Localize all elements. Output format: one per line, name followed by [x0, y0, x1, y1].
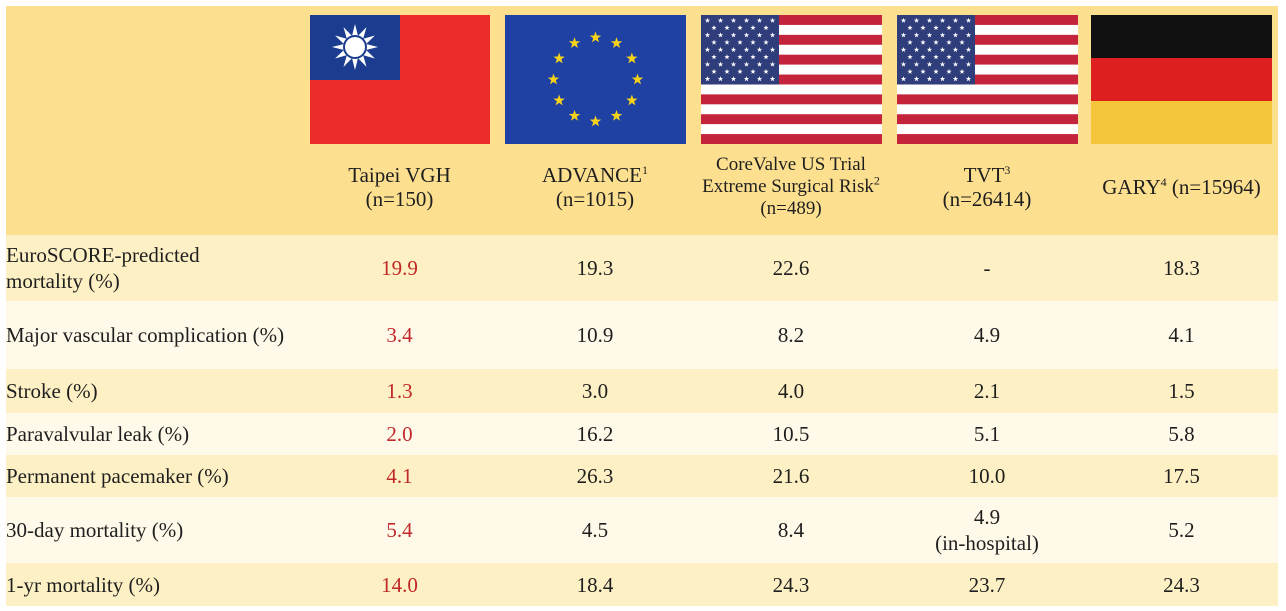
cell-value: 8.4	[693, 497, 889, 563]
us-flag-icon	[896, 15, 1078, 144]
eu-star-icon	[589, 115, 601, 127]
table-row: Major vascular complication (%) 3.4 10.9…	[6, 301, 1278, 369]
column-header-gary: GARY4 (n=15964)	[1085, 6, 1278, 235]
cell-value: 4.1	[302, 455, 497, 497]
table-row: 30-day mortality (%) 5.4 4.5 8.4 4.9 (in…	[6, 497, 1278, 563]
cell-value: 1.3	[302, 369, 497, 413]
eu-star-icon	[610, 109, 622, 121]
eu-star-icon	[568, 37, 580, 48]
study-n: (n=15964)	[1171, 175, 1261, 199]
germany-flag-icon	[1091, 15, 1272, 144]
cell-value: 24.3	[693, 563, 889, 606]
study-n: (n=150)	[365, 187, 434, 211]
column-header-taipei-vgh: Taipei VGH (n=150)	[302, 6, 497, 235]
table-row: Paravalvular leak (%) 2.0 16.2 10.5 5.1 …	[6, 413, 1278, 455]
row-label: Stroke (%)	[6, 369, 302, 413]
table-row: Stroke (%) 1.3 3.0 4.0 2.1 1.5	[6, 369, 1278, 413]
footnote-marker: 4	[1160, 175, 1167, 189]
footnote-marker: 2	[873, 173, 880, 188]
cell-value: 5.2	[1085, 497, 1278, 563]
cell-value: 10.0	[889, 455, 1085, 497]
study-n: (n=489)	[760, 198, 822, 219]
cell-value: 21.6	[693, 455, 889, 497]
table-row: 1-yr mortality (%) 14.0 18.4 24.3 23.7 2…	[6, 563, 1278, 606]
row-label: 1-yr mortality (%)	[6, 563, 302, 606]
study-title-tvt: TVT3 (n=26414)	[889, 144, 1085, 230]
column-header-tvt: TVT3 (n=26414)	[889, 6, 1085, 235]
cell-value-note: (in-hospital)	[935, 531, 1039, 555]
row-label-line2: mortality (%)	[6, 269, 120, 293]
cell-value: 3.0	[497, 369, 693, 413]
us-flag-icon	[700, 15, 882, 144]
row-label: Permanent pacemaker (%)	[6, 455, 302, 497]
comparison-table: Taipei VGH (n=150) ADVANCE1 (n=1015) Cor…	[6, 6, 1278, 606]
study-n: (n=1015)	[555, 187, 635, 211]
cell-value: 3.4	[302, 301, 497, 369]
table-row: Permanent pacemaker (%) 4.1 26.3 21.6 10…	[6, 455, 1278, 497]
study-title-advance: ADVANCE1 (n=1015)	[497, 144, 693, 230]
eu-star-icon	[552, 52, 565, 64]
cell-value: 4.9	[889, 301, 1085, 369]
study-name: GARY	[1102, 175, 1161, 199]
eu-star-icon	[589, 31, 601, 43]
table-row: EuroSCORE-predicted mortality (%) 19.9 1…	[6, 235, 1278, 301]
cell-value: 16.2	[497, 413, 693, 455]
cell-value: 4.1	[1085, 301, 1278, 369]
cell-value: 19.3	[497, 235, 693, 301]
cell-value: 18.4	[497, 563, 693, 606]
eu-star-icon	[568, 109, 580, 121]
study-name: TVT	[963, 163, 1005, 187]
study-title-taipei-vgh: Taipei VGH (n=150)	[302, 144, 497, 230]
cell-value: 2.0	[302, 413, 497, 455]
row-label: 30-day mortality (%)	[6, 497, 302, 563]
cell-value: 17.5	[1085, 455, 1278, 497]
cell-value: 5.8	[1085, 413, 1278, 455]
cell-value: 10.9	[497, 301, 693, 369]
cell-value: 19.9	[302, 235, 497, 301]
study-name: ADVANCE	[542, 163, 642, 187]
cell-value: 5.4	[302, 497, 497, 563]
footnote-marker: 1	[641, 163, 648, 177]
eu-flag-icon	[504, 15, 686, 144]
cell-value: 5.1	[889, 413, 1085, 455]
cell-value-main: 4.9	[973, 505, 1001, 529]
cell-value: 8.2	[693, 301, 889, 369]
study-name: Taipei VGH	[348, 163, 451, 187]
cell-value: 18.3	[1085, 235, 1278, 301]
row-label: EuroSCORE-predicted mortality (%)	[6, 235, 302, 301]
footnote-marker: 3	[1004, 163, 1011, 177]
cell-value: -	[889, 235, 1085, 301]
eu-star-icon	[631, 73, 643, 85]
row-label-line1: EuroSCORE-predicted	[6, 243, 200, 267]
cell-value: 4.9 (in-hospital)	[889, 497, 1085, 563]
eu-star-icon	[625, 52, 638, 64]
study-n: (n=26414)	[942, 187, 1032, 211]
taiwan-flag-icon	[309, 15, 490, 144]
eu-star-icon	[625, 94, 638, 106]
cell-value: 24.3	[1085, 563, 1278, 606]
cell-value: 4.5	[497, 497, 693, 563]
row-label: Paravalvular leak (%)	[6, 413, 302, 455]
cell-value: 22.6	[693, 235, 889, 301]
study-title-corevalve: CoreValve US Trial Extreme Surgical Risk…	[693, 144, 889, 230]
header-corner	[6, 6, 302, 235]
eu-star-icon	[610, 37, 622, 48]
eu-star-icon	[547, 73, 559, 85]
cell-value: 26.3	[497, 455, 693, 497]
header-row: Taipei VGH (n=150) ADVANCE1 (n=1015) Cor…	[6, 6, 1278, 235]
column-header-advance: ADVANCE1 (n=1015)	[497, 6, 693, 235]
study-name-line2: Extreme Surgical Risk	[702, 176, 874, 197]
cell-value: 10.5	[693, 413, 889, 455]
eu-star-icon	[552, 94, 565, 106]
cell-value: 4.0	[693, 369, 889, 413]
cell-value: 23.7	[889, 563, 1085, 606]
study-title-gary: GARY4 (n=15964)	[1085, 144, 1278, 230]
cell-value: 2.1	[889, 369, 1085, 413]
cell-value: 14.0	[302, 563, 497, 606]
study-name: CoreValve US Trial	[716, 154, 866, 175]
column-header-corevalve: CoreValve US Trial Extreme Surgical Risk…	[693, 6, 889, 235]
cell-value: 1.5	[1085, 369, 1278, 413]
row-label: Major vascular complication (%)	[6, 301, 302, 369]
